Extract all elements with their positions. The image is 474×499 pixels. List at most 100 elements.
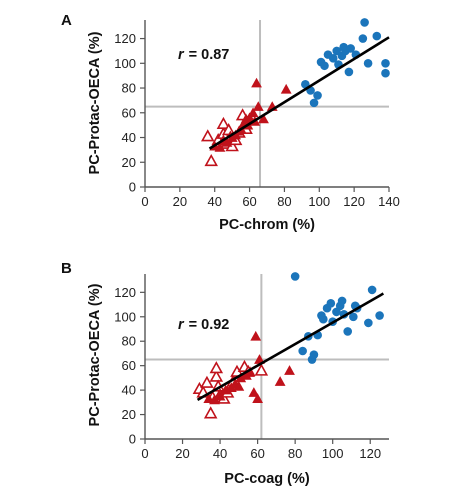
panel-a-x-axis-label: PC-chrom (%) — [219, 217, 315, 233]
panel-a: A 0 20 40 60 80 100 120 0 20 40 60 80 100 120 140 r = … — [61, 12, 400, 233]
panel-b-y-tick-label: 120 — [114, 285, 136, 300]
panel-b-circle-point — [337, 296, 347, 306]
panel-b-filled-triangle-point — [284, 365, 295, 375]
panel-b-open-triangle-point — [203, 406, 218, 419]
panel-b-y-tick-label: 80 — [122, 334, 136, 349]
panel-a-open-triangle-point — [200, 129, 215, 142]
panel-b-circle-point — [326, 299, 336, 308]
panel-a-plot-area — [200, 18, 390, 167]
panel-b-filled-triangle-point — [233, 381, 245, 391]
panel-a-x-tick-label: 0 — [141, 194, 148, 209]
panel-a-circle-point — [313, 91, 322, 100]
panel-a-y-tick-label: 80 — [122, 81, 136, 96]
panel-b-x-tick-label: 20 — [175, 446, 189, 461]
panel-a-r-value: = 0.87 — [189, 47, 230, 63]
panel-b: B 0 20 40 60 80 100 120 0 20 40 60 80 100 120 r = 0.9… — [61, 260, 389, 487]
panel-b-filled-triangle-point — [248, 387, 260, 397]
panel-b-open-triangle-point — [200, 375, 214, 388]
panel-a-filled-triangle-point — [258, 113, 269, 124]
panel-b-y-tick-label: 40 — [122, 383, 136, 398]
panel-b-filled-triangle-point — [250, 330, 262, 341]
panel-b-y-ticks: 0 20 40 60 80 100 120 — [114, 285, 145, 447]
panel-a-x-tick-label: 20 — [173, 194, 187, 209]
panel-b-points — [192, 272, 384, 419]
panel-a-circle-point — [381, 58, 390, 68]
panel-b-x-tick-label: 0 — [141, 446, 148, 461]
panel-a-x-tick-label: 40 — [207, 194, 221, 209]
panel-b-circle-point — [309, 350, 319, 359]
panel-a-x-tick-label: 120 — [343, 194, 365, 209]
panel-b-circle-point — [349, 312, 358, 322]
panel-a-regression-line — [208, 36, 390, 150]
panel-b-reference-lines — [145, 274, 389, 439]
panel-a-x-tick-label: 60 — [242, 194, 256, 209]
panel-b-x-tick-label: 60 — [250, 446, 264, 461]
panel-b-x-tick-label: 100 — [322, 446, 344, 461]
panel-b-r-symbol: r — [178, 317, 185, 333]
panel-b-regression-line — [196, 292, 385, 402]
panel-a-filled-triangle-point — [280, 83, 292, 94]
panel-a-points — [200, 18, 390, 167]
panel-a-filled-triangle-point — [214, 142, 226, 152]
panel-b-filled-triangle-point — [252, 393, 264, 403]
panel-b-circle-point — [367, 285, 377, 295]
panel-b-x-tick-label: 120 — [359, 446, 381, 461]
panel-b-circle-point — [298, 346, 307, 356]
panel-a-reference-lines — [145, 20, 389, 187]
panel-b-circle-point — [290, 272, 300, 281]
panel-b-y-tick-label: 60 — [122, 358, 136, 373]
panel-a-filled-triangle-point — [252, 101, 264, 111]
panel-a-label: A — [61, 12, 72, 29]
panel-b-open-triangle-point — [209, 361, 224, 374]
panel-b-y-tick-label: 0 — [129, 432, 136, 447]
panel-a-circle-point — [320, 61, 329, 71]
panel-b-y-tick-label: 100 — [114, 309, 136, 324]
panel-b-label: B — [61, 260, 72, 277]
panel-a-circle-point — [309, 98, 319, 108]
panel-b-filled-triangle-point — [214, 390, 226, 401]
panel-b-open-triangle-point — [209, 369, 224, 382]
panel-a-axes: 0 20 40 60 80 100 120 0 20 40 60 80 100 120 140 — [114, 20, 400, 209]
panel-a-filled-triangle-point — [221, 137, 233, 147]
panel-a-filled-triangle-point — [251, 77, 262, 88]
panel-b-circle-point — [343, 327, 353, 336]
panel-a-y-tick-label: 0 — [129, 180, 136, 195]
panel-a-circle-point — [328, 54, 338, 63]
panel-a-y-tick-label: 40 — [122, 130, 136, 145]
panel-b-axes: 0 20 40 60 80 100 120 0 20 40 60 80 100 120 — [114, 274, 389, 461]
panel-b-x-axis-label: PC-coag (%) — [224, 471, 310, 487]
panel-a-x-tick-label: 100 — [308, 194, 330, 209]
panel-a-y-tick-label: 100 — [114, 56, 136, 71]
panel-a-circle-point — [363, 58, 373, 68]
panel-a-x-tick-label: 140 — [378, 194, 400, 209]
panel-a-circle-point — [346, 44, 355, 53]
panel-a-filled-triangle-point — [247, 107, 259, 118]
panel-a-x-ticks: 0 20 40 60 80 100 120 140 — [141, 187, 400, 209]
panel-a-circle-point — [360, 18, 369, 27]
panel-a-y-ticks: 0 20 40 60 80 100 120 — [114, 31, 145, 195]
panel-a-x-tick-label: 80 — [277, 194, 291, 209]
panel-a-circle-point — [372, 31, 382, 41]
panel-b-filled-triangle-point — [209, 394, 220, 405]
panel-b-x-ticks: 0 20 40 60 80 100 120 — [141, 439, 381, 461]
panel-b-circle-point — [375, 311, 384, 320]
panel-a-y-axis-label: PC-Protac-OECA (%) — [87, 31, 103, 174]
panel-b-filled-triangle-point — [235, 372, 247, 383]
panel-b-y-axis-label: PC-Protac-OECA (%) — [87, 283, 103, 426]
panel-a-correlation: r = 0.87 — [178, 47, 229, 63]
panel-b-x-tick-label: 40 — [213, 446, 227, 461]
panel-b-r-value: = 0.92 — [189, 317, 230, 333]
panel-a-filled-triangle-point — [244, 112, 255, 123]
panel-a-y-tick-label: 20 — [122, 155, 136, 170]
panel-a-circle-point — [344, 67, 354, 77]
panel-a-circle-point — [381, 68, 390, 78]
panel-b-plot-area — [192, 272, 385, 419]
panel-b-y-tick-label: 20 — [122, 407, 136, 422]
panel-a-r-symbol: r — [178, 47, 185, 63]
panel-b-circle-point — [319, 314, 328, 324]
panel-b-correlation: r = 0.92 — [178, 317, 229, 333]
panel-a-open-triangle-point — [216, 116, 231, 130]
panel-b-filled-triangle-point — [220, 384, 232, 395]
panel-b-open-triangle-point — [254, 363, 269, 376]
